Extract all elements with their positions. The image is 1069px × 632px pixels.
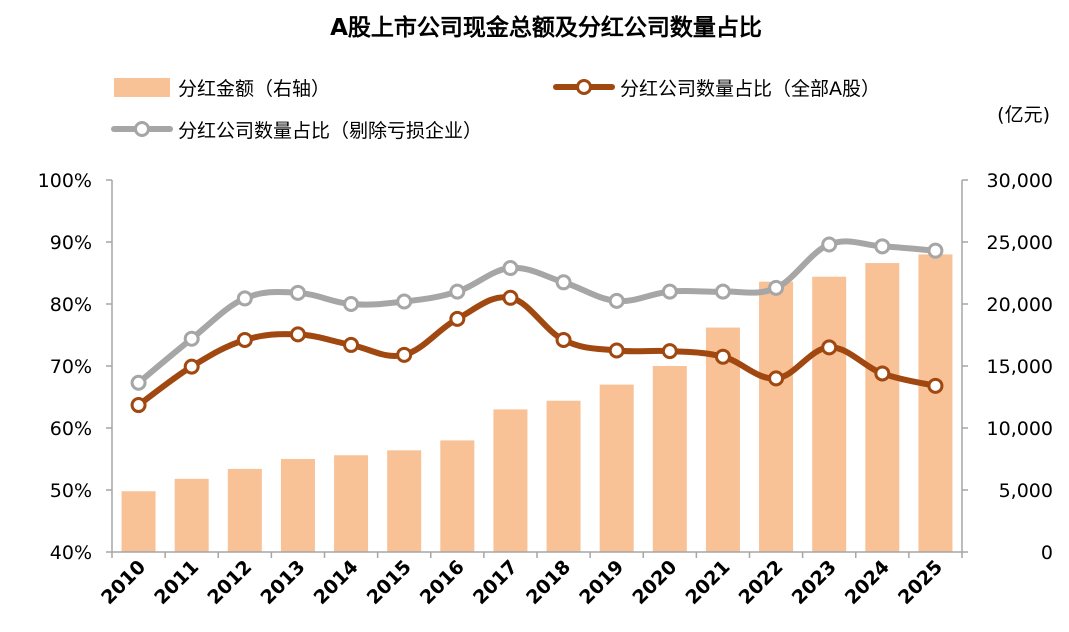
x-tick-label: 2019 (575, 556, 628, 609)
bar-2013 (280, 459, 315, 552)
bar-2014 (334, 455, 369, 552)
right-axis-unit: (亿元) (997, 104, 1050, 126)
x-tick-label: 2010 (97, 556, 150, 609)
x-tick-label: 2015 (363, 556, 416, 609)
x-tick-label: 2014 (310, 556, 363, 609)
x-tick-label: 2016 (416, 556, 469, 609)
right-tick-label: 20,000 (987, 294, 1053, 316)
point-all-a-2019 (608, 342, 625, 359)
right-tick-label: 5,000 (999, 480, 1053, 502)
right-tick-label: 15,000 (987, 356, 1053, 378)
x-tick-label: 2023 (788, 556, 841, 609)
bar-2015 (387, 450, 422, 552)
left-tick-label: 90% (50, 232, 92, 254)
x-tick-label: 2020 (628, 556, 681, 609)
point-all-a-2015 (396, 346, 413, 363)
point-all-a-2017 (502, 289, 519, 306)
bar-2022 (759, 281, 794, 552)
bar-2023 (812, 276, 847, 552)
left-tick-label: 50% (50, 480, 92, 502)
point-excl-loss-2016 (449, 283, 466, 300)
point-excl-loss-2020 (661, 283, 678, 300)
x-tick-label: 2012 (203, 556, 256, 609)
point-excl-loss-2023 (821, 236, 838, 253)
bar-2021 (705, 327, 740, 552)
right-tick-label: 0 (1041, 542, 1053, 564)
legend-swatch-bar (114, 78, 170, 97)
point-all-a-2018 (555, 331, 572, 348)
bar-2025 (918, 254, 953, 552)
point-excl-loss-2015 (396, 293, 413, 310)
point-all-a-2021 (714, 348, 731, 365)
line-all-a (135, 294, 939, 409)
legend-marker-excl-loss (134, 121, 150, 137)
left-tick-label: 70% (50, 356, 92, 378)
x-tick-label: 2018 (522, 556, 575, 609)
legend-label-all-a: 分红公司数量占比（全部A股） (620, 78, 880, 100)
point-all-a-2016 (449, 310, 466, 327)
right-tick-label: 10,000 (987, 418, 1053, 440)
legend: 分红金额（右轴） 分红公司数量占比（全部A股） 分红公司数量占比（剔除亏损企业） (111, 78, 880, 142)
point-excl-loss-2017 (502, 260, 519, 277)
legend-label-excl-loss: 分红公司数量占比（剔除亏损企业） (178, 120, 482, 142)
point-excl-loss-2022 (768, 279, 785, 296)
point-all-a-2011 (183, 358, 200, 375)
point-all-a-2014 (343, 336, 360, 353)
point-all-a-2022 (768, 370, 785, 387)
x-tick-label: 2021 (682, 556, 735, 609)
point-excl-loss-2018 (555, 274, 572, 291)
bar-2011 (174, 478, 209, 552)
left-tick-label: 40% (50, 542, 92, 564)
point-excl-loss-2011 (183, 330, 200, 347)
x-tick-label: 2017 (469, 556, 522, 609)
point-excl-loss-2014 (343, 296, 360, 312)
x-tick-label: 2025 (894, 556, 947, 609)
point-excl-loss-2025 (927, 242, 944, 259)
line-series (130, 236, 944, 414)
bar-2019 (599, 384, 634, 552)
bar-2016 (440, 440, 475, 552)
legend-marker-all-a (576, 79, 592, 95)
x-tick-label: 2011 (150, 556, 203, 609)
x-tick-label: 2022 (735, 556, 788, 609)
point-all-a-2013 (289, 326, 306, 343)
chart-title: A股上市公司现金总额及分红公司数量占比 (330, 14, 762, 41)
point-all-a-2023 (821, 339, 838, 356)
point-excl-loss-2021 (714, 283, 731, 300)
bar-2017 (493, 409, 528, 552)
point-excl-loss-2019 (608, 292, 625, 309)
bar-2020 (652, 366, 687, 552)
point-excl-loss-2024 (874, 238, 891, 255)
left-tick-label: 100% (38, 170, 92, 192)
x-tick-label: 2013 (257, 556, 310, 609)
point-all-a-2024 (874, 365, 891, 382)
bar-2012 (227, 468, 262, 552)
right-tick-label: 30,000 (987, 170, 1053, 192)
point-all-a-2012 (236, 331, 253, 348)
bar-series (121, 254, 953, 552)
x-tick-label: 2024 (841, 556, 894, 609)
point-excl-loss-2013 (289, 284, 306, 301)
right-tick-label: 25,000 (987, 232, 1053, 254)
left-tick-label: 60% (50, 418, 92, 440)
legend-label-bar: 分红金额（右轴） (178, 78, 330, 100)
line-excl-loss (135, 238, 939, 386)
point-all-a-2025 (927, 377, 944, 394)
point-excl-loss-2012 (236, 290, 253, 307)
bar-2018 (546, 400, 581, 552)
bar-2024 (865, 263, 900, 552)
point-all-a-2020 (661, 343, 678, 360)
point-all-a-2010 (130, 397, 147, 414)
left-tick-label: 80% (50, 294, 92, 316)
bar-2010 (121, 491, 156, 552)
point-excl-loss-2010 (130, 374, 147, 391)
